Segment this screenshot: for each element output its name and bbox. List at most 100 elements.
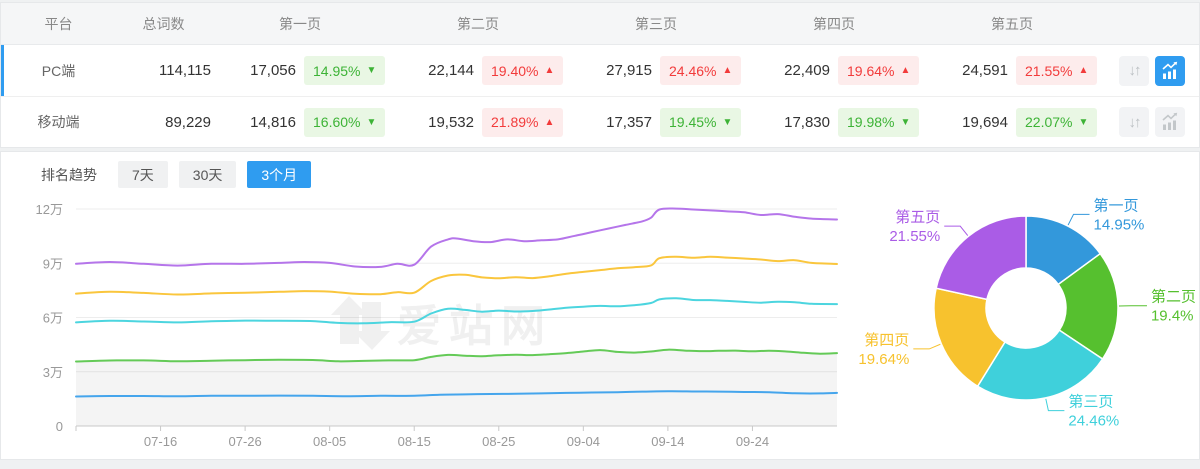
change-badge: 19.98% ▼ xyxy=(838,107,920,137)
page4-cell: 17,830 19.98% ▼ xyxy=(745,107,923,137)
donut-label-pct: 21.55% xyxy=(889,228,940,245)
change-badge: 21.55% ▲ xyxy=(1016,56,1098,85)
triangle-icon: ▼ xyxy=(366,65,377,76)
donut-label-name: 第三页 xyxy=(1068,393,1113,411)
y-axis-label: 12万 xyxy=(36,202,63,217)
page5-cell: 24,591 21.55% ▲ xyxy=(923,56,1101,85)
page4-cell: 22,409 19.64% ▲ xyxy=(745,56,923,85)
trend-chart-icon[interactable] xyxy=(1155,55,1185,86)
bar-chart-trend-glyph xyxy=(1162,112,1178,130)
donut-slice-第三页[interactable] xyxy=(976,329,1104,401)
blue-line[interactable] xyxy=(75,390,838,398)
table-row-mobile[interactable]: 移动端 89,229 14,816 16.60% ▼ 19,532 21.89% ▲… xyxy=(1,96,1199,147)
col-header-platform: 平台 xyxy=(44,15,73,32)
trend-chart-icon[interactable] xyxy=(1155,107,1185,137)
page-count: 22,144 xyxy=(428,62,474,79)
donut-label-line xyxy=(1067,213,1090,226)
y-axis-label: 3万 xyxy=(43,365,63,380)
keyword-table: 平台 总词数 第一页 第二页 第三页 第四页 第五页 PC端 114,115 1… xyxy=(0,2,1200,148)
triangle-icon: ▲ xyxy=(722,65,733,76)
change-badge: 14.95% ▼ xyxy=(304,56,386,85)
change-badge: 19.40% ▲ xyxy=(482,56,564,85)
donut-label-pct: 14.95% xyxy=(1094,216,1145,233)
donut-slice-第四页[interactable] xyxy=(933,287,1007,388)
platform-cell: 移动端 xyxy=(37,114,80,130)
change-badge: 16.60% ▼ xyxy=(304,107,386,137)
tab-30-days[interactable]: 30天 xyxy=(178,161,237,188)
donut-label-pct: 19.64% xyxy=(858,351,909,368)
page1-cell: 17,056 14.95% ▼ xyxy=(211,56,389,85)
table-header: 平台 总词数 第一页 第二页 第三页 第四页 第五页 xyxy=(1,3,1199,45)
line-series[interactable] xyxy=(75,207,838,426)
change-badge: 19.64% ▲ xyxy=(838,56,920,85)
bar-chart-trend-glyph xyxy=(1162,61,1178,79)
sort-icon[interactable]: ↓↑ xyxy=(1119,55,1149,86)
donut-label-name: 第五页 xyxy=(895,208,940,226)
triangle-icon: ▼ xyxy=(722,116,733,128)
donut-label-line xyxy=(944,225,969,236)
sort-icon[interactable]: ↓↑ xyxy=(1119,107,1149,137)
page2-cell: 22,144 19.40% ▲ xyxy=(389,56,567,85)
page-count: 22,409 xyxy=(784,62,830,79)
col-header-page2: 第二页 xyxy=(457,15,499,32)
tab-7-days[interactable]: 7天 xyxy=(118,161,168,188)
cyan-line[interactable] xyxy=(75,297,838,325)
triangle-icon: ▼ xyxy=(900,116,911,128)
x-axis-label: 07-16 xyxy=(144,434,177,449)
page-count: 27,915 xyxy=(606,62,652,79)
triangle-icon: ▼ xyxy=(366,116,377,128)
change-badge: 24.46% ▲ xyxy=(660,56,742,85)
donut-slice-第二页[interactable] xyxy=(1057,252,1119,361)
green-line[interactable] xyxy=(75,348,838,363)
col-header-page4: 第四页 xyxy=(813,15,855,32)
table-row-pc[interactable]: PC端 114,115 17,056 14.95% ▼ 22,144 19.40%… xyxy=(1,45,1199,96)
trend-title: 排名趋势 xyxy=(41,166,97,183)
page5-cell: 19,694 22.07% ▼ xyxy=(923,107,1101,137)
donut-label-line xyxy=(1045,398,1065,412)
y-axis-label: 9万 xyxy=(43,256,63,271)
col-header-page5: 第五页 xyxy=(991,15,1033,32)
page-count: 17,357 xyxy=(606,113,652,131)
donut-label-pct: 24.46% xyxy=(1068,413,1119,430)
change-badge: 21.89% ▲ xyxy=(482,107,564,137)
y-axis-label: 0 xyxy=(56,419,63,434)
donut-slice-第五页[interactable] xyxy=(935,215,1027,301)
triangle-icon: ▲ xyxy=(544,65,555,76)
change-badge: 22.07% ▼ xyxy=(1016,107,1098,137)
x-axis-label: 08-15 xyxy=(398,434,431,449)
row-actions: ↓↑ xyxy=(1101,107,1199,137)
trend-header: 排名趋势 7天 30天 3个月 xyxy=(41,161,312,188)
donut-label-name: 第二页 xyxy=(1151,288,1196,306)
change-badge: 19.45% ▼ xyxy=(660,107,742,137)
purple-line[interactable] xyxy=(75,207,838,269)
tab-3-months[interactable]: 3个月 xyxy=(247,161,312,188)
donut-label-name: 第一页 xyxy=(1094,196,1139,214)
page-count: 19,694 xyxy=(962,113,1008,131)
x-axis-label: 08-25 xyxy=(482,434,515,449)
page3-cell: 17,357 19.45% ▼ xyxy=(567,107,745,137)
page3-cell: 27,915 24.46% ▲ xyxy=(567,56,745,85)
x-axis-label: 09-14 xyxy=(651,434,684,449)
donut-chart[interactable]: 第一页 14.95% 第二页 19.4% 第三页 24.46% 第四页 19.64% 第五页 21… xyxy=(858,196,1196,429)
col-header-page1: 第一页 xyxy=(279,15,321,32)
page-count: 17,056 xyxy=(250,62,296,79)
y-axis-label: 6万 xyxy=(43,311,63,326)
svg-text:爱站网: 爱站网 xyxy=(397,302,553,351)
platform-cell: PC端 xyxy=(41,62,76,79)
page-count: 24,591 xyxy=(962,62,1008,79)
trend-panel: 排名趋势 7天 30天 3个月 0 3万 6万 9万 12万爱站网 07-16 07-26 0… xyxy=(0,151,1200,460)
triangle-icon: ▲ xyxy=(544,116,555,128)
col-header-page3: 第三页 xyxy=(635,15,677,32)
x-axis-label: 07-26 xyxy=(228,434,261,449)
green-line-area xyxy=(76,349,837,426)
col-header-total: 总词数 xyxy=(142,15,185,32)
page1-cell: 14,816 16.60% ▼ xyxy=(211,107,389,137)
row-actions: ↓↑ xyxy=(1101,55,1199,86)
triangle-icon: ▼ xyxy=(1078,116,1089,128)
donut-label-line xyxy=(913,343,941,350)
page-count: 17,830 xyxy=(784,113,830,131)
donut-label-name: 第四页 xyxy=(864,331,909,349)
yellow-line[interactable] xyxy=(75,255,838,296)
donut-label-pct: 19.4% xyxy=(1151,308,1194,325)
